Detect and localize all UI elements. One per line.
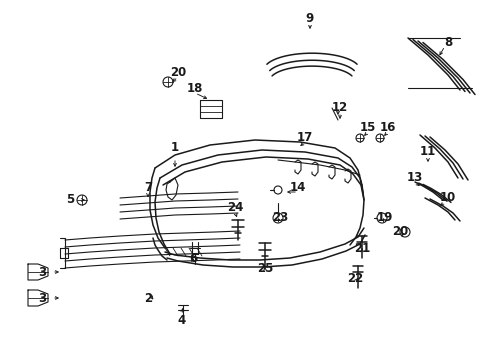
Text: 6: 6 [188,252,197,265]
Text: 25: 25 [256,261,273,274]
Text: 22: 22 [346,271,363,284]
Text: 11: 11 [419,145,435,158]
Text: 7: 7 [143,181,152,194]
Text: 18: 18 [186,81,203,94]
Text: 13: 13 [406,171,422,184]
Text: 15: 15 [359,121,375,135]
Text: 4: 4 [178,314,186,327]
Text: 24: 24 [226,202,243,215]
Text: 1: 1 [171,141,179,154]
Text: 12: 12 [331,102,347,114]
Text: 21: 21 [353,242,369,255]
Text: 2: 2 [143,292,152,305]
Text: 20: 20 [169,66,186,78]
Text: 16: 16 [379,121,395,135]
Text: 8: 8 [443,36,451,49]
Text: 5: 5 [66,193,74,207]
Text: 3: 3 [38,292,46,305]
Text: 3: 3 [38,265,46,279]
Text: 17: 17 [296,131,312,144]
Text: 23: 23 [271,211,287,225]
Text: 19: 19 [376,211,392,225]
Text: 20: 20 [391,225,407,238]
Text: 10: 10 [439,192,455,204]
Text: 14: 14 [289,181,305,194]
Text: 9: 9 [305,12,313,24]
